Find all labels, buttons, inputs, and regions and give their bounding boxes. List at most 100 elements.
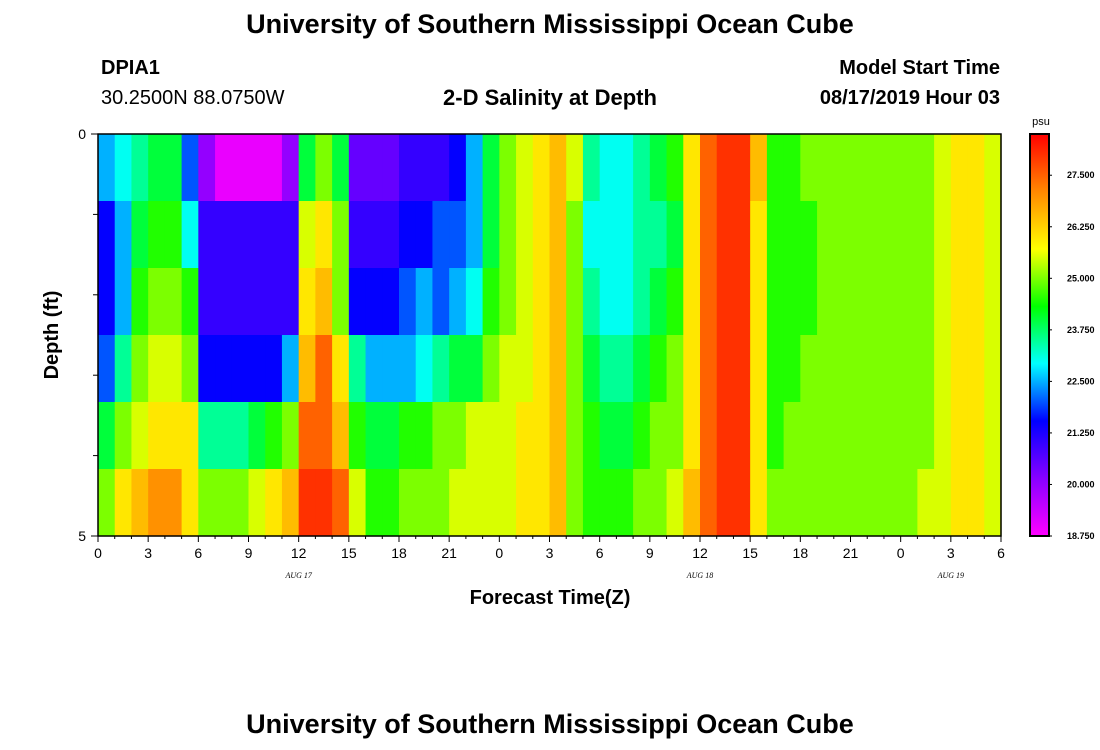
- heatmap-cell: [114, 201, 133, 269]
- heatmap-cell: [817, 201, 835, 269]
- heatmap-cell: [783, 268, 801, 336]
- heatmap-cell: [449, 469, 467, 537]
- heatmap-cell: [817, 268, 835, 336]
- heatmap-cell: [281, 402, 300, 470]
- heatmap-cell: [967, 335, 985, 403]
- heatmap-cell: [582, 469, 601, 537]
- x-tick-label: 0: [94, 545, 102, 561]
- heatmap-cell: [566, 201, 584, 269]
- heatmap-cell: [934, 469, 952, 537]
- heatmap-cell: [883, 335, 902, 403]
- heatmap-cell: [98, 402, 116, 470]
- heatmap-cell: [181, 469, 199, 537]
- heatmap-cell: [231, 335, 250, 403]
- heatmap-cell: [315, 134, 333, 202]
- heatmap-cell: [683, 201, 701, 269]
- heatmap-cell: [833, 201, 852, 269]
- colorbar-tick-labels: 18.750 20.000 21.250 22.500 23.750 25.000 26.2…: [1049, 170, 1095, 541]
- y-tick-label: 5: [78, 528, 86, 544]
- heatmap-cell: [248, 201, 266, 269]
- colorbar-tick-label: 20.000: [1067, 479, 1095, 489]
- heatmap-cell: [131, 469, 149, 537]
- heatmap-cell: [900, 201, 918, 269]
- heatmap-cell: [649, 469, 668, 537]
- heatmap-cell: [750, 402, 768, 470]
- heatmap-cell: [265, 201, 283, 269]
- heatmap-cell: [248, 469, 266, 537]
- heatmap-cell: [549, 469, 567, 537]
- heatmap-cell: [867, 469, 885, 537]
- heatmap-cell: [582, 268, 601, 336]
- heatmap-cell: [432, 201, 450, 269]
- heatmap-cell: [783, 335, 801, 403]
- heatmap-cell: [934, 201, 952, 269]
- heatmap-cell: [181, 335, 199, 403]
- heatmap-cell: [164, 335, 183, 403]
- colorbar-tick-label: 26.250: [1067, 222, 1095, 232]
- colorbar-tick-label: 18.750: [1067, 531, 1095, 541]
- heatmap-cell: [783, 134, 801, 202]
- heatmap-cell: [917, 268, 935, 336]
- heatmap-cell: [449, 268, 467, 336]
- heatmap-cell: [315, 335, 333, 403]
- model-start-label: Model Start Time: [839, 57, 1000, 79]
- heatmap-cell: [967, 201, 985, 269]
- heatmap-cell: [348, 134, 367, 202]
- heatmap-cell: [131, 201, 149, 269]
- heatmap-cell: [566, 134, 584, 202]
- heatmap-cell: [281, 335, 300, 403]
- heatmap-cell: [683, 402, 701, 470]
- heatmap-cell: [465, 335, 484, 403]
- heatmap-cell: [733, 268, 751, 336]
- heatmap-cell: [399, 268, 417, 336]
- heatmap-cell: [783, 201, 801, 269]
- heatmap-cell: [582, 134, 601, 202]
- heatmap-cell: [399, 469, 417, 537]
- date-label: AUG 18: [686, 571, 713, 580]
- heatmap-cell: [248, 268, 266, 336]
- heatmap-cell: [348, 268, 367, 336]
- heatmap-cell: [733, 134, 751, 202]
- x-tick-label: 3: [546, 545, 554, 561]
- heatmap-cell: [198, 402, 216, 470]
- heatmap-cell: [148, 469, 166, 537]
- heatmap-cell: [666, 268, 684, 336]
- heatmap-cell: [164, 402, 183, 470]
- heatmap-cell: [482, 268, 500, 336]
- x-tick-label: 6: [596, 545, 604, 561]
- heatmap-cell: [516, 335, 534, 403]
- heatmap-cell: [465, 201, 484, 269]
- colorbar-tick-label: 27.500: [1067, 170, 1095, 180]
- heatmap-cell: [733, 469, 751, 537]
- x-tick-label: 18: [391, 545, 407, 561]
- heatmap-cell: [532, 134, 551, 202]
- heatmap-cell: [750, 469, 768, 537]
- heatmap-cell: [516, 469, 534, 537]
- heatmap-cell: [465, 134, 484, 202]
- heatmap-cell: [482, 201, 500, 269]
- heatmap-cell: [867, 335, 885, 403]
- heatmap-cell: [198, 201, 216, 269]
- heatmap-cell: [649, 134, 668, 202]
- heatmap-cell: [700, 335, 718, 403]
- x-tick-label: 15: [742, 545, 758, 561]
- heatmap-cell: [750, 268, 768, 336]
- x-axis-tick-labels: 0 3 6 9 12 15 18 21 0 3 6 9 12 15 18 21 0 3 6: [94, 545, 1005, 561]
- heatmap-cell: [181, 402, 199, 470]
- heatmap-cell: [215, 402, 233, 470]
- heatmap-cell: [532, 201, 551, 269]
- heatmap-cell: [766, 335, 785, 403]
- heatmap-cell: [984, 469, 1002, 537]
- heatmap-cell: [415, 335, 434, 403]
- heatmap-cell: [215, 134, 233, 202]
- heatmap-cell: [516, 268, 534, 336]
- heatmap-cell: [281, 201, 300, 269]
- heatmap-cell: [382, 268, 400, 336]
- x-tick-label: 6: [997, 545, 1005, 561]
- heatmap-cell: [181, 134, 199, 202]
- heatmap-cell: [633, 268, 651, 336]
- heatmap-cell: [215, 201, 233, 269]
- heatmap-cell: [98, 201, 116, 269]
- heatmap-cell: [198, 268, 216, 336]
- heatmap-cell: [198, 134, 216, 202]
